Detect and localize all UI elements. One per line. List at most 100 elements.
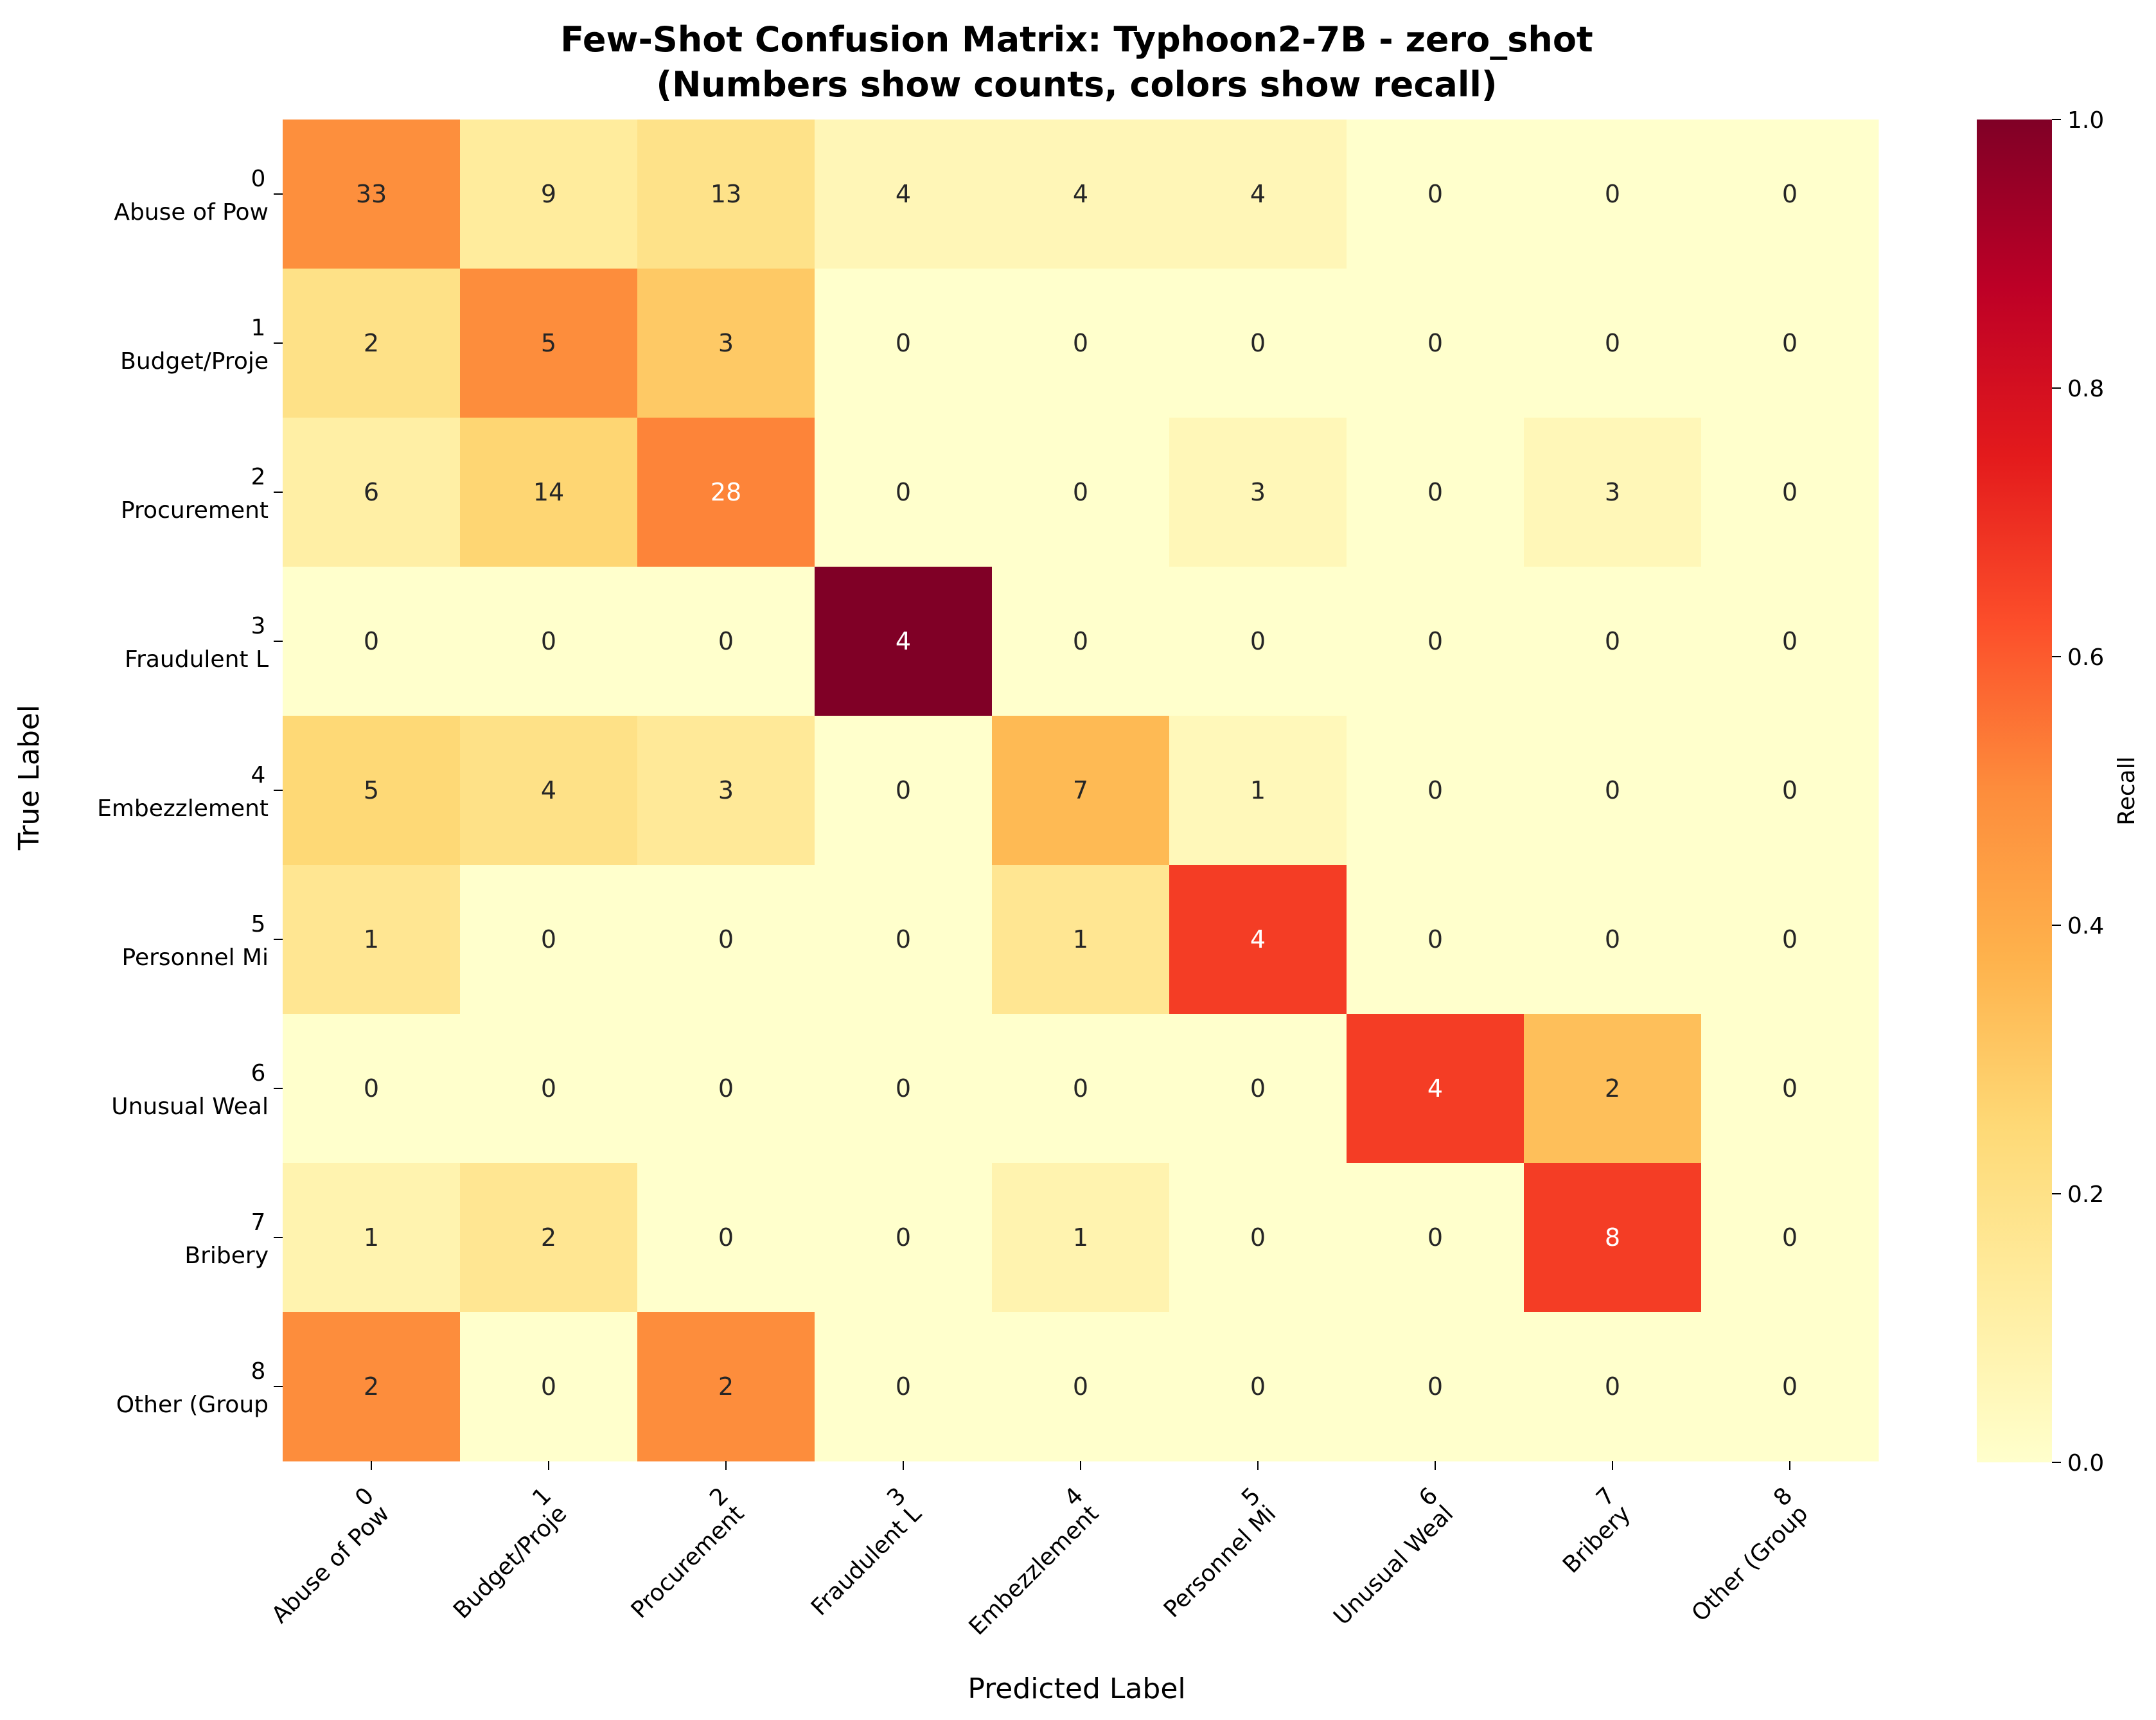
- cell-count-label: 0: [1605, 180, 1620, 208]
- heatmap-cell: [815, 418, 993, 567]
- cell-count-label: 0: [718, 627, 734, 655]
- y-tick-number: 6: [251, 1060, 266, 1086]
- heatmap-cell: [815, 269, 993, 418]
- heatmap-cell: [283, 1312, 461, 1462]
- colorbar-label: Recall: [2114, 756, 2140, 825]
- heatmap-cell: [460, 1014, 638, 1164]
- heatmap-cell: [1701, 865, 1879, 1015]
- cell-count-label: 6: [364, 478, 379, 506]
- y-tick-name: Budget/Proje: [120, 348, 269, 375]
- heatmap-cell: [637, 865, 815, 1015]
- heatmap-cell: [460, 120, 638, 269]
- y-tick-number: 7: [251, 1209, 266, 1236]
- cell-count-label: 0: [896, 329, 911, 357]
- cell-count-label: 4: [896, 627, 911, 655]
- colorbar-gradient: [1977, 120, 2052, 1462]
- y-tick-name: Bribery: [184, 1243, 269, 1269]
- cell-count-label: 0: [1250, 1074, 1266, 1103]
- heatmap-cell: [460, 567, 638, 716]
- heatmap-cell: [460, 1163, 638, 1313]
- heatmap-cell: [1701, 1014, 1879, 1164]
- cell-count-label: 4: [896, 180, 911, 208]
- cell-count-label: 0: [1605, 329, 1620, 357]
- heatmap-cell: [1701, 1163, 1879, 1313]
- heatmap-cell: [815, 120, 993, 269]
- heatmap-cell: [460, 269, 638, 418]
- cell-count-label: 3: [1605, 478, 1620, 506]
- colorbar-ticks: 0.0 0.2 0.4 0.6 0.8 1.0: [2052, 107, 2104, 1476]
- cell-count-label: 0: [1073, 1074, 1088, 1103]
- cell-count-label: 0: [541, 1372, 556, 1401]
- cell-count-label: 8: [1605, 1223, 1620, 1252]
- heatmap-cell: [1701, 120, 1879, 269]
- x-tick-name: Budget/Proje: [448, 1500, 572, 1624]
- cell-count-label: 5: [541, 329, 556, 357]
- y-tick-name: Personnel Mi: [122, 944, 269, 971]
- y-tick-name: Fraudulent L: [125, 646, 269, 673]
- heatmap-cell: [992, 716, 1170, 865]
- heatmap-cell: [1347, 120, 1524, 269]
- cell-count-label: 0: [364, 1074, 379, 1103]
- cell-count-label: 0: [541, 627, 556, 655]
- heatmap-cell: [1524, 1312, 1702, 1462]
- cell-count-label: 0: [1427, 180, 1443, 208]
- cell-count-label: 1: [364, 1223, 379, 1252]
- cell-count-label: 33: [356, 180, 387, 208]
- cell-count-label: 5: [364, 776, 379, 804]
- heatmap-cell: [283, 418, 461, 567]
- heatmap-cell: [283, 120, 461, 269]
- cell-count-label: 0: [1250, 627, 1266, 655]
- cell-count-label: 4: [1250, 180, 1266, 208]
- cell-count-label: 0: [1782, 925, 1798, 953]
- cell-count-label: 4: [541, 776, 556, 804]
- heatmap-cells: 33 9 13 4 4 4 0 0 02 5 3 0 0 0 0 0 06 14 28 0 0 3 0 3 00 0 0 4 0 0 0 0 0…: [283, 120, 1879, 1462]
- heatmap-cell: [815, 1312, 993, 1462]
- heatmap-cell: [283, 269, 461, 418]
- cell-count-label: 0: [1782, 776, 1798, 804]
- x-tick-name: Other (Group: [1687, 1500, 1814, 1627]
- x-axis-label: Predicted Label: [968, 1672, 1185, 1705]
- cell-count-label: 0: [1605, 1372, 1620, 1401]
- heatmap-cell: [637, 716, 815, 865]
- y-tick-number: 0: [251, 166, 266, 192]
- cell-count-label: 28: [711, 478, 741, 506]
- heatmap-cell: [992, 1312, 1170, 1462]
- cell-count-label: 0: [1073, 1372, 1088, 1401]
- cell-count-label: 0: [1782, 478, 1798, 506]
- heatmap-cell: [1169, 1312, 1347, 1462]
- y-tick-name: Abuse of Pow: [114, 199, 269, 226]
- heatmap-cell: [283, 716, 461, 865]
- heatmap-cell: [1524, 1163, 1702, 1313]
- colorbar-tick-label: 0.6: [2067, 644, 2104, 671]
- y-tick-name: Unusual Weal: [111, 1094, 269, 1120]
- y-tick-number: 5: [251, 911, 266, 937]
- cell-count-label: 0: [1605, 776, 1620, 804]
- heatmap-cell: [1169, 120, 1347, 269]
- heatmap-cell: [1169, 269, 1347, 418]
- cell-count-label: 0: [1427, 478, 1443, 506]
- cell-count-label: 0: [1782, 627, 1798, 655]
- heatmap-cell: [1169, 865, 1347, 1015]
- heatmap-cell: [1701, 716, 1879, 865]
- cell-count-label: 13: [711, 180, 741, 208]
- heatmap-cell: [1347, 1312, 1524, 1462]
- cell-count-label: 4: [1427, 1074, 1443, 1103]
- heatmap-cell: [815, 1163, 993, 1313]
- heatmap-cell: [1524, 865, 1702, 1015]
- heatmap-cell: [637, 567, 815, 716]
- cell-count-label: 2: [1605, 1074, 1620, 1103]
- cell-count-label: 1: [1073, 925, 1088, 953]
- heatmap-cell: [1701, 567, 1879, 716]
- heatmap-cell: [637, 418, 815, 567]
- cell-count-label: 0: [364, 627, 379, 655]
- y-tick-number: 4: [251, 762, 266, 788]
- heatmap-cell: [460, 418, 638, 567]
- heatmap-cell: [1524, 716, 1702, 865]
- heatmap-cell: [637, 1312, 815, 1462]
- heatmap-cell: [1524, 120, 1702, 269]
- heatmap-cell: [1347, 716, 1524, 865]
- heatmap-cell: [992, 1014, 1170, 1164]
- heatmap-cell: [1169, 418, 1347, 567]
- cell-count-label: 4: [1250, 925, 1266, 953]
- colorbar: 0.0 0.2 0.4 0.6 0.8 1.0 Recall: [1977, 107, 2140, 1476]
